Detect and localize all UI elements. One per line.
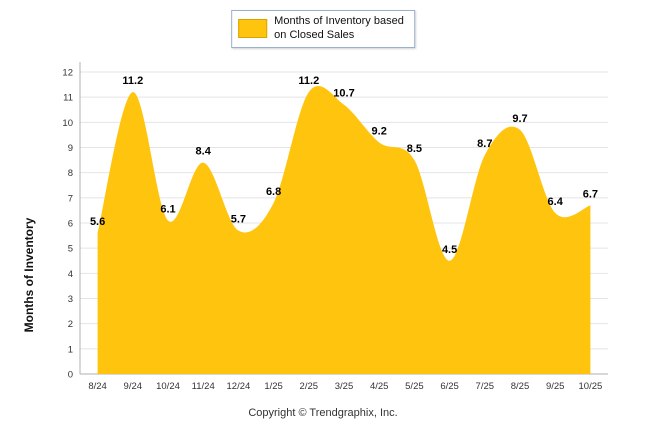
x-tick-label: 5/25: [405, 381, 424, 392]
legend-label-line1: Months of Inventory based: [274, 15, 404, 27]
y-tick-label: 8: [68, 168, 73, 179]
x-tick-label: 4/25: [370, 381, 389, 392]
copyright-text: Copyright © Trendgraphix, Inc.: [248, 407, 398, 419]
x-tick-label: 12/24: [227, 381, 251, 392]
data-label: 9.7: [512, 113, 527, 125]
y-tick-label: 4: [68, 269, 73, 280]
x-tick-label: 1/25: [264, 381, 283, 392]
data-label: 4.5: [442, 244, 457, 256]
x-tick-label: 8/24: [88, 381, 107, 392]
data-label: 9.2: [372, 125, 387, 137]
y-tick-label: 10: [62, 118, 73, 129]
y-axis-title: Months of Inventory: [22, 217, 36, 333]
data-label: 5.6: [90, 216, 105, 228]
data-label: 11.2: [298, 75, 319, 87]
y-tick-label: 11: [63, 93, 73, 104]
data-label: 8.7: [477, 138, 492, 150]
y-tick-label: 1: [68, 344, 73, 355]
chart-legend: Months of Inventory based on Closed Sale…: [231, 10, 415, 48]
x-tick-label: 2/25: [300, 381, 319, 392]
y-tick-label: 6: [68, 219, 73, 230]
inventory-area-chart: Months of Inventory 0 1 2 3 4 5 6 7 8 9 10 11 12 5.6 1…: [0, 52, 646, 397]
y-tick-label: 2: [68, 319, 73, 330]
y-tick-label: 0: [68, 370, 73, 381]
x-tick-label: 6/25: [440, 381, 459, 392]
chart-svg: 01234567891011125.611.26.18.45.76.811.21…: [62, 62, 608, 392]
x-tick-label: 11/24: [192, 381, 215, 392]
legend-label: Months of Inventory based on Closed Sale…: [274, 15, 404, 43]
data-label: 8.4: [196, 146, 212, 158]
y-tick-label: 9: [68, 143, 73, 154]
data-label: 6.7: [583, 188, 598, 200]
data-label: 6.4: [548, 196, 564, 208]
data-label: 11.2: [122, 75, 143, 87]
x-tick-label: 3/25: [335, 381, 354, 392]
x-tick-label: 9/25: [546, 381, 565, 392]
legend-label-line2: on Closed Sales: [274, 28, 355, 41]
y-tick-label: 3: [68, 294, 73, 305]
y-tick-label: 7: [68, 193, 73, 204]
x-tick-label: 10/24: [156, 381, 180, 392]
x-tick-label: 7/25: [476, 381, 495, 392]
x-tick-label: 9/24: [124, 381, 143, 392]
legend-swatch: [238, 19, 268, 39]
x-tick-label: 10/25: [579, 381, 603, 392]
y-tick-label: 12: [62, 68, 73, 79]
data-label: 8.5: [407, 143, 422, 155]
x-tick-label: 8/25: [511, 381, 530, 392]
data-label: 6.8: [266, 186, 281, 198]
data-label: 5.7: [231, 214, 246, 226]
y-tick-label: 5: [68, 244, 73, 255]
data-label: 10.7: [333, 88, 354, 100]
area-series: [97, 85, 591, 374]
data-label: 6.1: [160, 203, 175, 215]
